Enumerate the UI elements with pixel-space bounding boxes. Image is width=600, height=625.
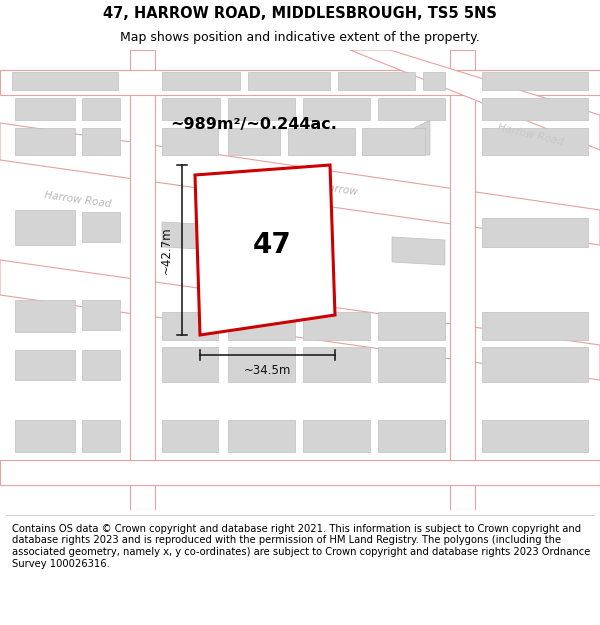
Polygon shape xyxy=(288,128,355,155)
Polygon shape xyxy=(15,350,75,380)
Polygon shape xyxy=(378,98,445,120)
Text: Map shows position and indicative extent of the property.: Map shows position and indicative extent… xyxy=(120,31,480,44)
Polygon shape xyxy=(228,312,295,340)
Text: ~42.7m: ~42.7m xyxy=(160,226,173,274)
Polygon shape xyxy=(162,312,218,340)
Polygon shape xyxy=(0,260,600,380)
Polygon shape xyxy=(162,72,240,90)
Text: Harrow Road: Harrow Road xyxy=(44,191,112,209)
Polygon shape xyxy=(303,420,370,452)
Polygon shape xyxy=(0,460,600,485)
Polygon shape xyxy=(162,347,218,382)
Polygon shape xyxy=(350,50,600,150)
Polygon shape xyxy=(228,98,295,120)
Polygon shape xyxy=(482,72,588,90)
Polygon shape xyxy=(392,237,445,265)
Polygon shape xyxy=(130,50,155,510)
Polygon shape xyxy=(162,222,218,250)
Polygon shape xyxy=(482,218,588,247)
Polygon shape xyxy=(378,420,445,452)
Polygon shape xyxy=(0,123,600,245)
Polygon shape xyxy=(228,420,295,452)
Polygon shape xyxy=(482,312,588,340)
Text: 47, HARROW ROAD, MIDDLESBROUGH, TS5 5NS: 47, HARROW ROAD, MIDDLESBROUGH, TS5 5NS xyxy=(103,6,497,21)
Text: Harrow Road: Harrow Road xyxy=(496,122,564,148)
Polygon shape xyxy=(82,420,120,452)
Polygon shape xyxy=(162,128,218,155)
Polygon shape xyxy=(15,420,75,452)
Polygon shape xyxy=(210,175,295,215)
Polygon shape xyxy=(362,128,425,155)
Polygon shape xyxy=(15,98,75,120)
Polygon shape xyxy=(162,420,218,452)
Polygon shape xyxy=(248,72,330,90)
Polygon shape xyxy=(378,347,445,382)
Polygon shape xyxy=(82,98,120,120)
Polygon shape xyxy=(303,98,370,120)
Polygon shape xyxy=(482,128,588,155)
Polygon shape xyxy=(82,350,120,380)
Text: Contains OS data © Crown copyright and database right 2021. This information is : Contains OS data © Crown copyright and d… xyxy=(12,524,590,569)
Polygon shape xyxy=(0,70,600,95)
Polygon shape xyxy=(450,50,475,510)
Text: 47: 47 xyxy=(253,231,292,259)
Polygon shape xyxy=(423,72,445,90)
Text: ~34.5m: ~34.5m xyxy=(244,364,291,378)
Polygon shape xyxy=(15,300,75,332)
Polygon shape xyxy=(15,128,75,155)
Polygon shape xyxy=(15,210,75,245)
Polygon shape xyxy=(482,347,588,382)
Polygon shape xyxy=(82,300,120,330)
Text: ~989m²/~0.244ac.: ~989m²/~0.244ac. xyxy=(170,118,337,132)
Text: Harrow: Harrow xyxy=(321,182,359,198)
Polygon shape xyxy=(482,420,588,452)
Polygon shape xyxy=(228,347,295,382)
Polygon shape xyxy=(195,165,335,335)
Polygon shape xyxy=(82,212,120,242)
Polygon shape xyxy=(482,98,588,120)
Polygon shape xyxy=(362,120,430,155)
Polygon shape xyxy=(162,98,220,120)
Polygon shape xyxy=(303,347,370,382)
Polygon shape xyxy=(12,72,118,90)
Polygon shape xyxy=(303,312,370,340)
Polygon shape xyxy=(378,312,445,340)
Polygon shape xyxy=(228,128,280,155)
Polygon shape xyxy=(82,128,120,155)
Polygon shape xyxy=(338,72,415,90)
